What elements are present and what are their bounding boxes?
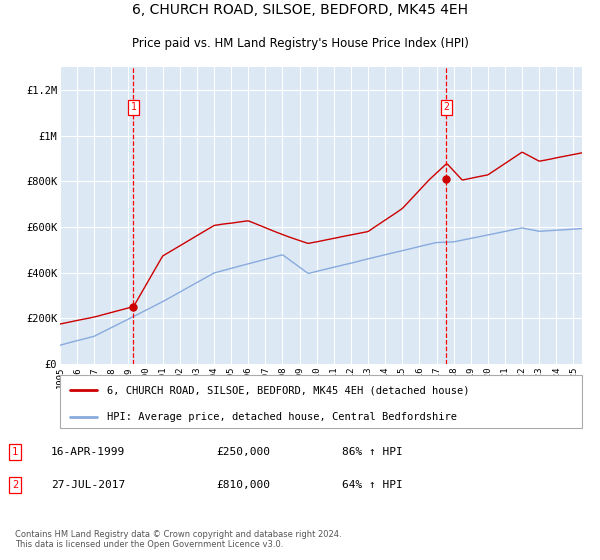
Text: 2: 2 [12,480,18,490]
Text: 6, CHURCH ROAD, SILSOE, BEDFORD, MK45 4EH: 6, CHURCH ROAD, SILSOE, BEDFORD, MK45 4E… [132,3,468,17]
Text: 2: 2 [443,102,449,112]
Text: 1: 1 [12,447,18,456]
Text: £810,000: £810,000 [216,480,270,490]
Text: 16-APR-1999: 16-APR-1999 [51,447,125,456]
Text: 6, CHURCH ROAD, SILSOE, BEDFORD, MK45 4EH (detached house): 6, CHURCH ROAD, SILSOE, BEDFORD, MK45 4E… [107,385,469,395]
Text: 86% ↑ HPI: 86% ↑ HPI [342,447,403,456]
Text: Contains HM Land Registry data © Crown copyright and database right 2024.
This d: Contains HM Land Registry data © Crown c… [15,530,341,549]
Text: 1: 1 [130,102,136,112]
Text: Price paid vs. HM Land Registry's House Price Index (HPI): Price paid vs. HM Land Registry's House … [131,37,469,50]
Text: 64% ↑ HPI: 64% ↑ HPI [342,480,403,490]
Text: HPI: Average price, detached house, Central Bedfordshire: HPI: Average price, detached house, Cent… [107,412,457,422]
FancyBboxPatch shape [60,375,582,428]
Text: 27-JUL-2017: 27-JUL-2017 [51,480,125,490]
Text: £250,000: £250,000 [216,447,270,456]
